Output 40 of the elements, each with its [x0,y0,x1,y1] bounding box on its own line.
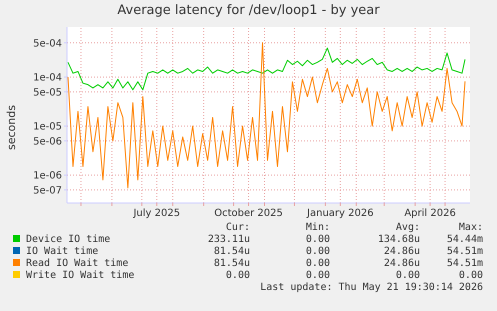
text: 54.44m [446,234,483,246]
x-tick-label: October 2025 [214,208,283,220]
x-tick-label: January 2026 [306,208,374,220]
text: 81.54u [212,258,250,270]
legend-label: Read IO Wait time [25,258,130,270]
y-tick-label: 5e-06 [33,136,62,148]
text: Max: [458,222,483,234]
text: 54.51m [446,246,483,258]
chart-title: Average latency for /dev/loop1 - by year [116,3,381,18]
y-tick-label: 5e-07 [33,185,62,196]
legend-label: IO Wait time [25,246,100,258]
y-tick-label: 5e-05 [33,87,62,98]
text: Last update: Thu May 21 19:30:14 2026 [259,282,483,294]
text: 0.00 [458,270,483,282]
text: 0.00 [394,270,420,282]
text: Avg: [394,222,420,234]
text: 54.51m [446,258,483,270]
y-axis-title: seconds [4,104,18,150]
text: 0.00 [304,270,330,282]
legend-label: Write IO Wait time [25,270,136,282]
text: Min: [304,222,330,234]
text: 0.00 [304,234,330,246]
x-tick-label: April 2026 [404,208,456,220]
y-tick-label: 1e-06 [33,170,62,182]
text: 0.00 [304,246,330,258]
text: 24.86u [382,258,420,270]
text: 0.00 [224,270,250,282]
y-tick-label: 1e-04 [33,72,62,84]
text: 233.11u [206,234,250,246]
y-tick-label: 1e-05 [33,122,62,133]
y-tick-label: 5e-04 [33,38,62,50]
text: Cur: [224,222,250,234]
text: 134.68u [376,234,420,246]
text: 24.86u [382,246,420,258]
line-series [68,48,466,90]
x-tick-label: July 2025 [132,208,180,220]
text: 0.00 [304,258,330,270]
text: 81.54u [212,246,250,258]
line-series [68,42,466,188]
legend-label: Device IO time [25,234,112,246]
